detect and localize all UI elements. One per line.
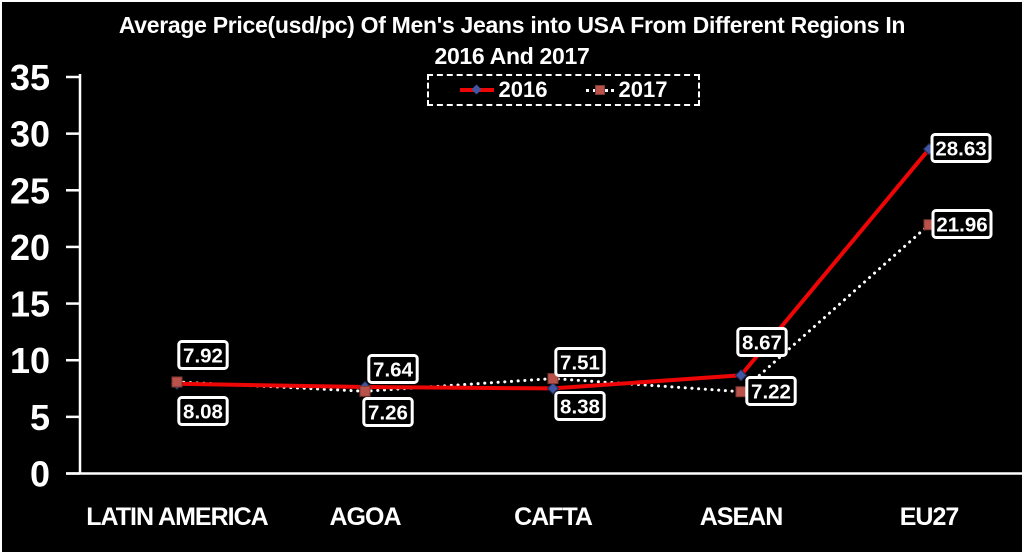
y-axis-tick-label: 35 <box>10 57 50 98</box>
data-label-box <box>554 391 606 421</box>
data-label-value: 7.26 <box>368 402 408 425</box>
x-axis-label-cafta: CAFTA <box>514 503 593 531</box>
y-axis-tick-label: 5 <box>30 397 50 438</box>
dotted-line-square-marker-icon <box>585 85 614 95</box>
series-2017-marker-square-icon <box>735 386 747 398</box>
y-axis-tick-label: 20 <box>10 227 50 268</box>
data-label-value: 7.51 <box>560 352 600 375</box>
data-label-value: 8.08 <box>183 401 223 424</box>
x-axis-label-agoa: AGOA <box>330 503 402 531</box>
y-axis-tick-label: 25 <box>10 170 50 211</box>
data-label-value: 7.92 <box>183 345 223 368</box>
y-axis-tick-label: 30 <box>10 114 50 155</box>
data-label-value: 21.96 <box>936 214 987 237</box>
data-label-box <box>554 347 606 377</box>
chart-title: Average Price(usd/pc) Of Men's Jeans int… <box>2 10 1022 72</box>
data-label-box <box>931 209 993 239</box>
x-axis-label-eu27: EU27 <box>900 503 959 531</box>
data-label-box <box>736 327 788 357</box>
legend-label-2016: 2016 <box>498 77 548 102</box>
data-label-box <box>177 340 229 370</box>
chart-title-line-2: 2016 And 2017 <box>434 43 590 69</box>
series-2016-marker-diamond-icon <box>546 382 560 395</box>
series-2017-line <box>175 223 931 394</box>
series-2017-marker-square-icon <box>547 373 559 385</box>
data-label-value: 8.67 <box>742 332 782 355</box>
series-2017-marker-square-icon <box>171 376 183 388</box>
data-label-value: 7.22 <box>751 381 791 404</box>
y-axis-tick-label: 10 <box>10 340 50 381</box>
y-axis-tick-label: 15 <box>10 284 50 325</box>
x-axis-label-latin-america: LATIN AMERICA <box>86 503 268 531</box>
legend-item-2017: 2017 <box>585 77 668 103</box>
data-label-box <box>745 376 797 406</box>
y-axis-tick-label: 0 <box>30 454 50 495</box>
series-2016-line <box>176 147 931 391</box>
legend-item-2016: 2016 <box>459 77 548 103</box>
data-label-value: 7.64 <box>373 359 413 382</box>
data-label-value: 8.38 <box>560 396 600 419</box>
chart-title-line-1: Average Price(usd/pc) Of Men's Jeans int… <box>118 12 906 38</box>
data-label-box <box>367 354 419 384</box>
data-label-box <box>930 133 992 163</box>
series-2017-marker-square-icon <box>359 385 371 397</box>
legend-label-2017: 2017 <box>618 77 668 102</box>
chart-legend: 2016 2017 <box>427 74 700 106</box>
red-line-diamond-marker-icon <box>459 88 494 92</box>
data-label-box <box>177 396 229 426</box>
data-label-value: 28.63 <box>935 138 986 161</box>
series-2016-marker-diamond-icon <box>734 369 748 382</box>
x-axis-label-asean: ASEAN <box>700 503 783 531</box>
data-label-box <box>362 397 414 427</box>
